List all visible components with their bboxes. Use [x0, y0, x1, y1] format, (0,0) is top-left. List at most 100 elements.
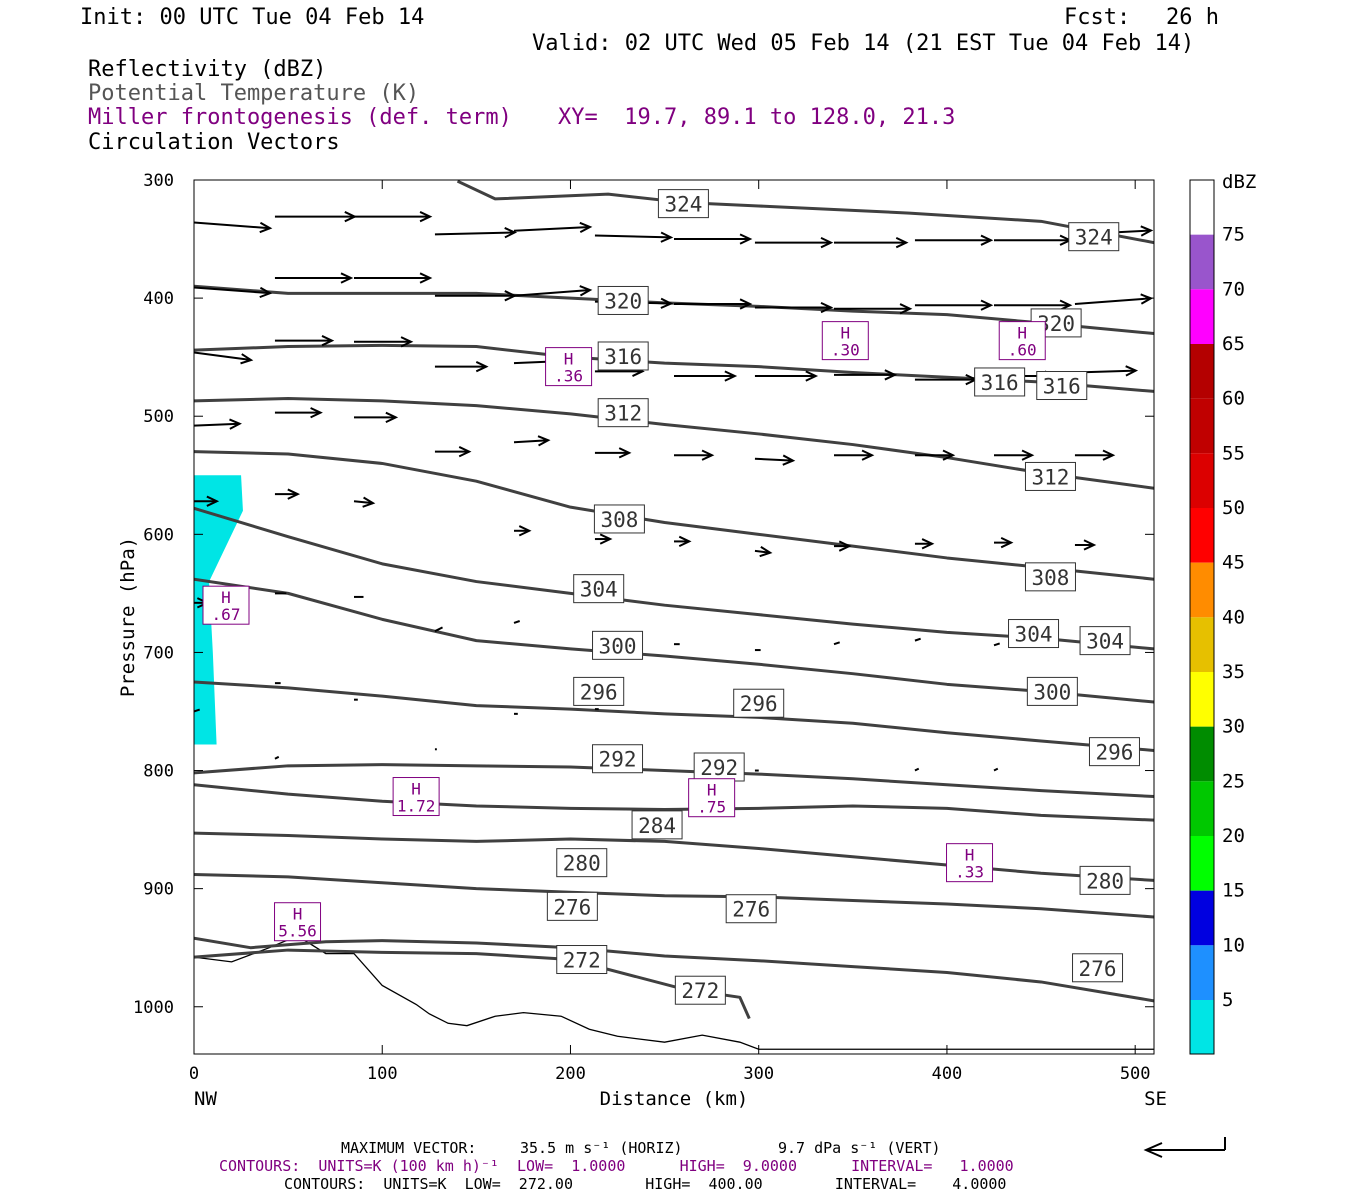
circulation-vector: [513, 221, 593, 234]
circulation-vector: [1074, 449, 1116, 461]
vector-head: [861, 449, 875, 461]
theta-label-box: [725, 894, 777, 924]
vector-head: [820, 236, 834, 249]
high-box: [688, 778, 736, 818]
vector-head: [660, 231, 674, 243]
theta-label-text: 292: [700, 756, 738, 780]
vector-head: [739, 233, 753, 245]
high-letter: H: [411, 780, 421, 799]
frontogenesis-high: H5.56: [274, 902, 322, 942]
theta-label-text: 280: [563, 852, 601, 876]
vector-head: [579, 285, 593, 297]
colorbar-swatch: [1190, 945, 1214, 1000]
theta-label-text: 324: [664, 193, 702, 217]
colorbar-swatch: [1190, 781, 1214, 836]
y-tick-label: 500: [143, 407, 174, 427]
high-letter: H: [965, 846, 975, 865]
circulation-vector: [993, 642, 1001, 647]
circulation-vector: [354, 411, 399, 424]
y-axis-label: Pressure (hPa): [117, 537, 139, 697]
plot-frame: [193, 179, 1155, 1055]
theta-label-text: 304: [1086, 630, 1124, 654]
theta-label-text: 308: [600, 508, 638, 532]
theta-label-text: 276: [553, 895, 591, 919]
theta-label-text: 272: [563, 949, 601, 973]
x-right-end-label: SE: [1144, 1088, 1167, 1110]
vector-shaft: [513, 620, 521, 624]
high-box: [821, 321, 869, 361]
theta-label: 316: [597, 341, 649, 371]
vector-head: [660, 297, 674, 309]
colorbar-swatch: [1190, 508, 1214, 563]
vector-head: [419, 211, 433, 223]
theta-label: 292: [693, 752, 745, 782]
vector-shaft: [833, 641, 841, 646]
vector-head: [980, 234, 994, 246]
vector-head: [838, 540, 852, 552]
contours-frontogenesis: CONTOURS: UNITS=K (100 km h)⁻¹ LOW= 1.00…: [219, 1157, 1014, 1175]
circulation-vector: [754, 236, 834, 249]
vector-head: [362, 496, 376, 508]
theta-label-box: [1068, 222, 1120, 252]
colorbar-level-label: 75: [1222, 224, 1245, 246]
circulation-vector: [674, 233, 753, 245]
theta-label-box: [1079, 626, 1131, 656]
field-theta: Potential Temperature (K): [88, 81, 420, 106]
circulation-vector: [834, 449, 875, 461]
vector-head: [475, 361, 489, 373]
theta-label-text: 300: [1033, 680, 1071, 704]
theta-label: 324: [1068, 222, 1120, 252]
high-value: .60: [1008, 341, 1037, 360]
theta-label-text: 316: [604, 345, 642, 369]
vector-head: [229, 418, 242, 430]
theta-label: 324: [657, 189, 709, 219]
circulation-vector: [834, 303, 913, 315]
theta-contour-296: [194, 680, 1154, 752]
circulation-vector: [594, 231, 674, 243]
theta-contour-300: [194, 577, 1154, 704]
high-box: [274, 902, 322, 942]
circulation-vector: [833, 641, 841, 646]
circulation-vector: [353, 496, 376, 508]
frontogenesis-high: H.33: [946, 843, 994, 883]
vector-head: [419, 272, 433, 284]
colorbar-level-label: 60: [1222, 388, 1245, 410]
colorbar-swatch: [1190, 398, 1214, 454]
circulation-vector: [1074, 293, 1154, 306]
theta-label-text: 296: [580, 680, 618, 704]
high-value: .67: [212, 605, 241, 624]
vector-shaft: [1074, 297, 1152, 306]
circulation-vector: [914, 299, 994, 311]
high-box: [545, 347, 593, 387]
colorbar-swatch: [1190, 726, 1214, 782]
theta-label-text: 320: [604, 289, 642, 313]
theta-label: 320: [597, 285, 649, 315]
theta-label-box: [1024, 562, 1076, 592]
high-value: .30: [831, 341, 860, 360]
theta-contour-280: [194, 872, 1154, 919]
circulation-vector: [994, 234, 1073, 246]
vector-shaft: [194, 351, 252, 362]
vector-shaft: [594, 234, 671, 239]
theta-label-box: [674, 975, 726, 1005]
theta-label: 280: [556, 848, 608, 878]
theta-label-box: [631, 810, 683, 840]
colorbar-level-label: 5: [1222, 989, 1233, 1011]
theta-contour-284: [194, 831, 1154, 882]
theta-label: 296: [733, 688, 785, 718]
reference-vector: [1143, 1137, 1226, 1158]
high-value: 1.72: [397, 797, 436, 816]
colorbar: 75 70 65 60 55 50 45 40 35 30 25 20 15 10 5: [1189, 179, 1245, 1055]
init-time: Init: 00 UTC Tue 04 Feb 14: [80, 5, 425, 30]
y-tick-label: 1000: [133, 998, 174, 1018]
theta-contour-304: [194, 506, 1154, 651]
x-tick-label: 100: [367, 1064, 398, 1084]
frontogenesis-high: H.75: [688, 778, 736, 818]
x-axis-label: Distance (km): [600, 1088, 749, 1110]
circulation-vector: [354, 211, 433, 223]
vector-head: [287, 488, 301, 500]
theta-label: 276: [725, 894, 777, 924]
colorbar-swatch: [1190, 180, 1214, 235]
field-frontogenesis: Miller frontogenesis (def. term): [88, 105, 512, 130]
